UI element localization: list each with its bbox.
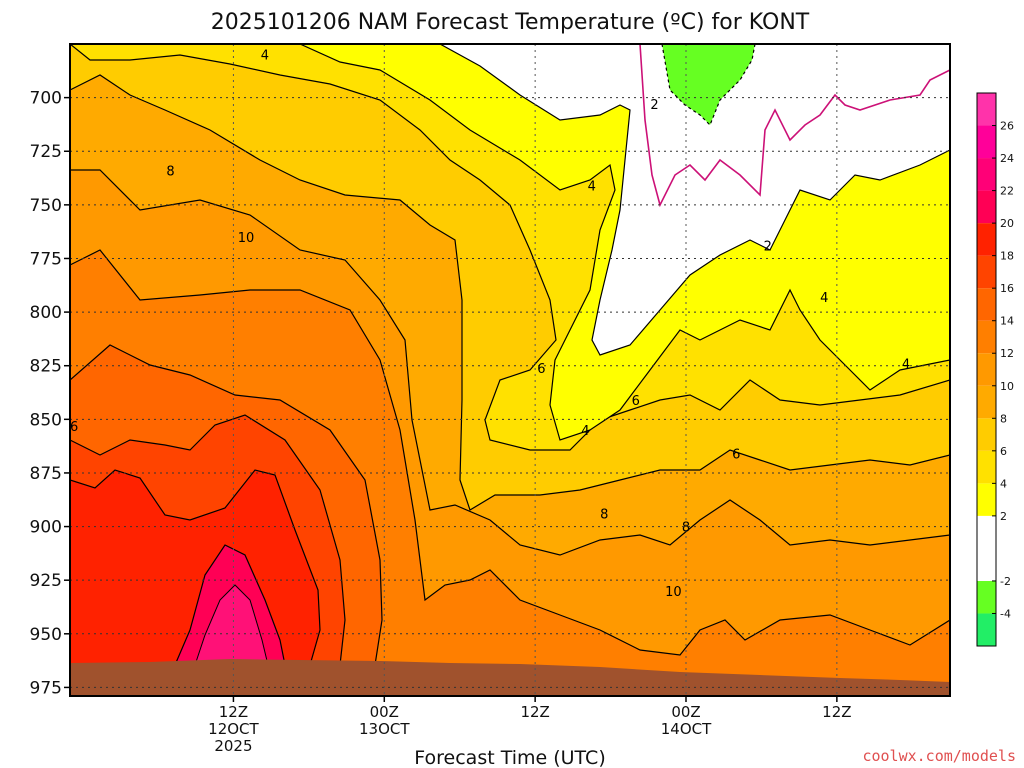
colorbar-tick-label: 20 xyxy=(1000,217,1014,230)
colorbar-swatch xyxy=(977,125,996,159)
plot-frame xyxy=(69,43,951,697)
plot-area: 64210841021246461646188810 xyxy=(62,44,950,696)
band-neg2-neg4 xyxy=(661,44,756,127)
colorbar-tick-label: 8 xyxy=(1000,412,1007,425)
x-tick-label: 2025 xyxy=(214,737,252,755)
colorbar-swatch xyxy=(977,288,996,321)
x-axis-label: Forecast Time (UTC) xyxy=(414,747,605,768)
y-tick-label: 800 xyxy=(30,303,62,323)
colorbar-tick-label: 10 xyxy=(1000,380,1014,393)
colorbar-swatch xyxy=(977,483,996,516)
y-tick-label: 900 xyxy=(30,518,62,538)
x-tick-label: 12Z xyxy=(219,703,248,721)
chart-title: 2025101206 NAM Forecast Temperature (ºC)… xyxy=(211,10,810,35)
colorbar-swatch xyxy=(977,613,996,646)
y-tick-label: 825 xyxy=(30,357,62,377)
contour-label: 4 xyxy=(261,49,269,64)
contour-label: 8 xyxy=(682,521,690,536)
colorbar-swatch xyxy=(977,418,996,451)
contour-label: 10 xyxy=(665,585,682,600)
contour-label: 8 xyxy=(600,508,608,523)
contour-label: 4 xyxy=(902,358,910,373)
contour-label: 2 xyxy=(650,98,658,113)
colorbar-tick-label: 22 xyxy=(1000,185,1014,198)
y-tick-label: 775 xyxy=(30,249,62,269)
contour-label: 6 xyxy=(537,362,545,377)
contour-label: 4 xyxy=(820,291,828,306)
colorbar-swatch xyxy=(977,353,996,386)
colorbar-swatch xyxy=(977,515,996,549)
x-tick-label: 12Z xyxy=(822,703,851,721)
y-tick-label: 750 xyxy=(30,196,62,216)
y-tick-label: 875 xyxy=(30,464,62,484)
contour-label: 10 xyxy=(238,231,255,246)
contour-label: 6 xyxy=(632,394,640,409)
contour-label: 6 xyxy=(732,448,740,463)
contour-labels: 64210841021246461646188810 xyxy=(62,49,910,600)
colorbar-swatch xyxy=(977,190,996,224)
colorbar-tick-label: 16 xyxy=(1000,282,1014,295)
credit-link[interactable]: coolwx.com/models xyxy=(862,747,1016,765)
colorbar-swatch xyxy=(977,385,996,419)
x-tick-label: 14OCT xyxy=(661,720,712,738)
colorbar-tick-label: 26 xyxy=(1000,120,1014,133)
x-tick-label: 12OCT xyxy=(208,720,259,738)
colorbar-tick-label: -2 xyxy=(1000,575,1011,588)
x-tick-label: 00Z xyxy=(671,703,700,721)
y-tick-label: 700 xyxy=(30,89,62,109)
colorbar-tick-label: 12 xyxy=(1000,347,1014,360)
x-tick-label: 00Z xyxy=(370,703,399,721)
colorbar-swatch xyxy=(977,223,996,256)
contour-label: 16 xyxy=(62,420,79,435)
y-tick-label: 925 xyxy=(30,571,62,591)
colorbar-tick-label: 24 xyxy=(1000,152,1014,165)
colorbar-tick-label: -4 xyxy=(1000,607,1011,620)
colorbar-tick-label: 6 xyxy=(1000,445,1007,458)
grid-lines xyxy=(70,44,950,696)
colorbar-swatch xyxy=(977,320,996,354)
colorbar-swatch xyxy=(977,158,996,191)
band-0-2 xyxy=(439,44,950,356)
contour-label: 2 xyxy=(764,240,772,255)
y-tick-label: 850 xyxy=(30,410,62,430)
colorbar-swatch xyxy=(977,93,996,126)
colorbar-tick-label: 18 xyxy=(1000,250,1014,263)
contour-label: 4 xyxy=(581,424,589,439)
colorbar-swatch xyxy=(977,580,996,614)
colorbar-tick-label: 2 xyxy=(1000,510,1007,523)
y-tick-label: 725 xyxy=(30,142,62,162)
colorbar-tick-label: 14 xyxy=(1000,315,1014,328)
contour-label: 8 xyxy=(166,165,174,180)
colorbar-swatch xyxy=(977,548,996,581)
colorbar-frame xyxy=(976,92,997,647)
colorbar-swatch xyxy=(977,450,996,484)
y-tick-label: 950 xyxy=(30,625,62,645)
contour-label: 4 xyxy=(588,180,596,195)
x-tick-label: 12Z xyxy=(520,703,549,721)
colorbar-swatch xyxy=(977,255,996,289)
y-axis: 700 725 750 775 800 825 850 875 900 925 950 975 xyxy=(30,89,70,698)
colorbar-tick-label: 4 xyxy=(1000,477,1007,490)
terrain-ground xyxy=(70,659,950,696)
y-tick-label: 975 xyxy=(30,678,62,698)
x-tick-label: 13OCT xyxy=(359,720,410,738)
